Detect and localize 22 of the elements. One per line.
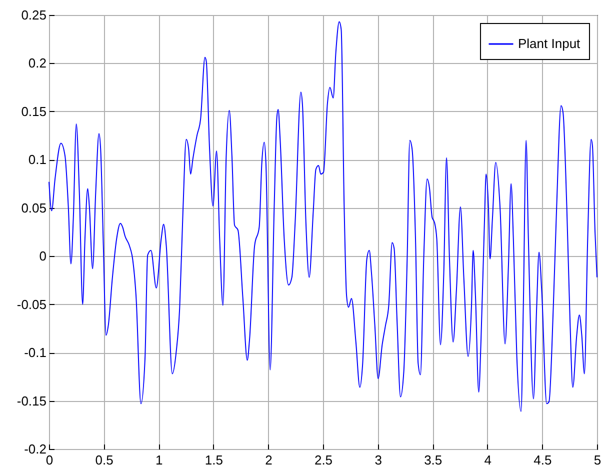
x-tick-label: 1 — [155, 452, 163, 468]
y-tick-label: 0.15 — [21, 104, 46, 119]
y-tick-label: 0.25 — [21, 8, 46, 22]
x-tick-label: 4 — [484, 452, 492, 468]
x-tick-label: 2 — [265, 452, 272, 468]
y-tick-label: 0 — [39, 248, 46, 264]
x-tick-label: 2.5 — [314, 452, 333, 468]
y-tick-label: -0.2 — [24, 442, 46, 456]
x-tick-label: 4.5 — [534, 452, 552, 468]
y-tick-label: 0.05 — [21, 200, 46, 216]
x-tick-label: 3.5 — [424, 452, 442, 468]
x-tick-label: 5 — [594, 452, 602, 468]
x-tick-label: 3 — [374, 452, 382, 468]
x-tick-label: 1.5 — [204, 452, 223, 468]
y-tick-label: -0.05 — [16, 296, 46, 312]
y-tick-label: 0.2 — [28, 56, 46, 71]
x-tick-label: 0.5 — [95, 452, 114, 468]
line-series — [48, 21, 598, 412]
y-tick-label: -0.1 — [24, 345, 46, 360]
y-tick-label: 0.1 — [28, 152, 46, 168]
legend-label: Plant Input — [518, 36, 581, 51]
y-tick-label: -0.15 — [16, 393, 46, 408]
